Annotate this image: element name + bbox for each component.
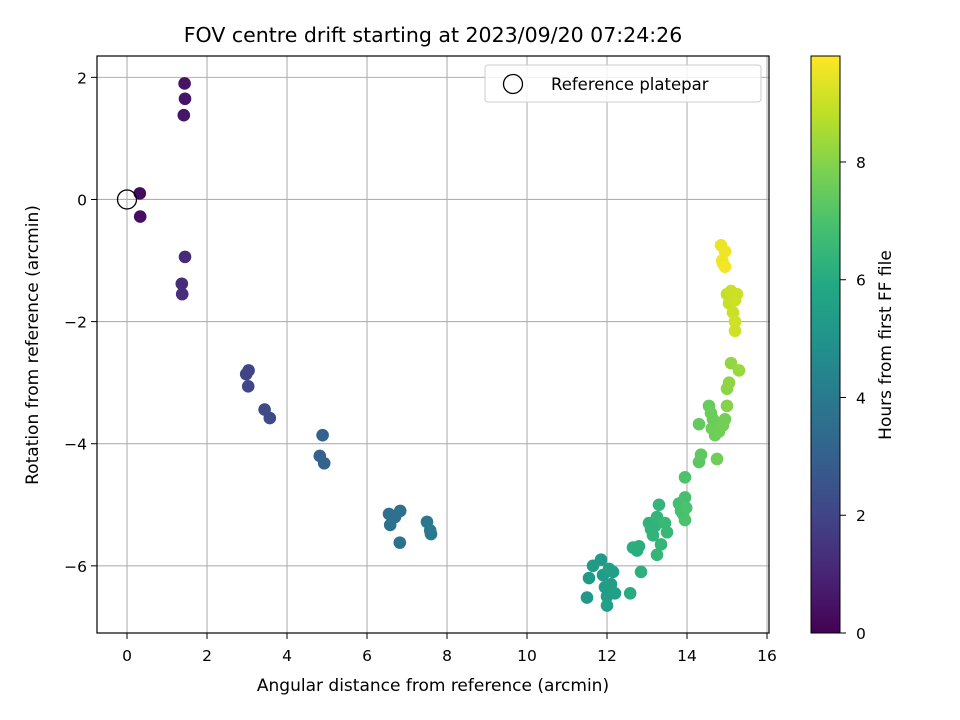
- data-point: [241, 380, 255, 393]
- data-point: [175, 277, 189, 291]
- colorbar-tick-label: 8: [856, 154, 866, 172]
- data-point: [178, 77, 191, 90]
- legend-box: [484, 64, 762, 103]
- data-point: [317, 456, 331, 470]
- data-point: [730, 287, 744, 301]
- data-point: [316, 428, 329, 442]
- data-point: [263, 411, 277, 425]
- y-tick-label: 0: [77, 191, 87, 209]
- data-point: [424, 527, 438, 541]
- gridlines: [97, 56, 769, 633]
- legend-label: Reference platepar: [551, 75, 709, 94]
- y-tick-label: −4: [64, 436, 87, 454]
- data-point: [679, 501, 693, 515]
- data-point: [177, 108, 191, 122]
- colorbar-gradient: [810, 55, 841, 634]
- data-point: [178, 250, 192, 264]
- colorbar-tick-label: 0: [856, 625, 866, 643]
- data-point: [594, 553, 608, 567]
- colorbar-tick-label: 6: [856, 272, 866, 290]
- data-point: [678, 491, 692, 504]
- plot-frame: [96, 55, 770, 634]
- data-point: [133, 187, 147, 200]
- data-point: [178, 92, 192, 106]
- data-point: [582, 571, 596, 585]
- data-point: [718, 412, 732, 426]
- data-point: [175, 287, 189, 301]
- data-point: [732, 364, 746, 377]
- y-axis-label: Rotation from reference (arcmin): [23, 205, 43, 485]
- data-point: [133, 210, 147, 223]
- reference-platepar-marker: [116, 189, 138, 210]
- data-point: [393, 536, 407, 549]
- data-point: [692, 417, 706, 431]
- colorbar-tick-label: 4: [856, 389, 866, 407]
- data-point: [728, 324, 742, 338]
- data-point: [634, 565, 648, 579]
- data-point: [678, 513, 692, 527]
- data-point: [706, 412, 720, 426]
- x-tick-label: 14: [677, 647, 697, 665]
- x-tick-label: 0: [122, 647, 132, 665]
- data-point: [728, 315, 742, 328]
- x-tick-label: 10: [517, 647, 537, 665]
- data-point: [383, 518, 397, 532]
- colorbar-label: Hours from first FF file: [876, 250, 896, 440]
- data-point: [678, 471, 692, 484]
- data-point: [694, 448, 708, 462]
- colorbar: 0 2 4 6 8 Hours from first FF file: [810, 55, 896, 643]
- y-tick-label: −6: [64, 558, 87, 576]
- x-tick-label: 4: [282, 647, 292, 665]
- data-point: [602, 562, 616, 576]
- data-point: [660, 525, 674, 539]
- data-point: [722, 376, 736, 389]
- data-point: [632, 539, 646, 553]
- x-tick-label: 8: [442, 647, 452, 665]
- colorbar-tick-label: 2: [856, 507, 866, 525]
- x-tick-label: 2: [202, 647, 212, 665]
- data-point: [654, 538, 668, 551]
- data-point: [393, 504, 407, 518]
- reference-marker-layer: [116, 189, 138, 210]
- x-axis-ticks: 0 2 4 6 8 10 12 14 16: [122, 633, 777, 665]
- data-point: [239, 367, 253, 381]
- data-point: [652, 498, 666, 512]
- data-point: [650, 548, 664, 562]
- data-point: [600, 599, 614, 612]
- data-point: [724, 356, 738, 370]
- chart-title: FOV centre drift starting at 2023/09/20 …: [184, 23, 683, 47]
- data-point: [608, 587, 622, 600]
- y-tick-label: 2: [77, 69, 87, 87]
- data-point: [718, 260, 732, 273]
- colorbar-ticks: 0 2 4 6 8: [840, 154, 866, 643]
- legend: Reference platepar: [484, 64, 762, 103]
- y-axis-ticks: 2 0 −2 −4 −6: [64, 69, 97, 576]
- legend-marker-icon: [502, 73, 524, 95]
- x-axis-label: Angular distance from reference (arcmin): [257, 676, 609, 696]
- y-tick-label: −2: [64, 314, 87, 332]
- x-tick-label: 16: [757, 647, 777, 665]
- data-point: [720, 399, 734, 413]
- x-tick-label: 12: [597, 647, 617, 665]
- data-points: [133, 77, 746, 612]
- data-point: [580, 591, 594, 604]
- x-tick-label: 6: [362, 647, 372, 665]
- data-point: [623, 587, 637, 600]
- data-point: [710, 452, 724, 466]
